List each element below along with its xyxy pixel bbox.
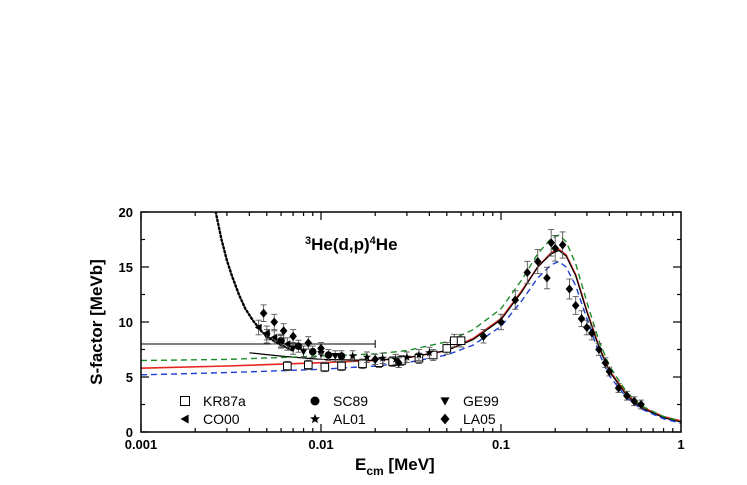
y-tick-label: 15	[119, 260, 133, 275]
point-kr87a	[303, 360, 313, 370]
point-la05	[588, 328, 596, 338]
curve-dashed-green	[141, 234, 681, 422]
plot-frame	[140, 211, 682, 433]
point-al01	[362, 352, 372, 361]
point-la05	[371, 354, 379, 364]
point-kr87a	[442, 344, 452, 353]
point-co00	[254, 323, 262, 332]
point-la05	[289, 331, 297, 341]
point-la05	[270, 317, 279, 327]
point-la05	[547, 238, 555, 248]
point-la05	[497, 317, 505, 327]
x-axis-title-sub: cm	[366, 464, 383, 478]
point-la05	[317, 343, 325, 353]
curve-dotted-black	[214, 212, 295, 352]
annotation-sup-3: 3	[305, 235, 311, 247]
point-sc89	[294, 342, 303, 351]
point-la05	[571, 300, 580, 311]
point-co00	[283, 340, 291, 348]
legend-label-la05: LA05	[463, 411, 496, 427]
y-tick-label: 10	[119, 315, 133, 330]
point-la05	[279, 326, 288, 336]
legend-marker-la05	[440, 413, 450, 425]
point-co00	[277, 336, 285, 345]
y-tick-label: 5	[126, 370, 133, 385]
y-axis-title: S-factor [MeVb]	[87, 259, 106, 385]
x-tick-label: 0.1	[492, 437, 510, 452]
model-curves	[141, 212, 681, 424]
x-tick-label: 0.01	[308, 437, 333, 452]
point-ge99	[289, 345, 297, 353]
x-axis-title-unit: [MeV]	[384, 455, 435, 474]
legend: KR87a SC89 GE99 CO00 AL01 LA05	[180, 393, 499, 427]
point-la05	[583, 322, 591, 333]
legend-label-sc89: SC89	[333, 393, 368, 409]
point-la05	[523, 267, 532, 278]
point-ge99	[299, 348, 308, 356]
point-la05	[577, 314, 586, 324]
legend-label-kr87a: KR87a	[203, 393, 246, 409]
y-tick-label: 20	[119, 205, 133, 220]
point-la05	[394, 358, 403, 368]
point-la05	[614, 383, 623, 393]
point-sc89	[324, 351, 333, 359]
point-la05	[511, 295, 520, 305]
legend-marker-co00	[180, 414, 189, 424]
point-sc89	[337, 352, 346, 360]
point-kr87a	[283, 361, 292, 371]
point-al01	[402, 352, 411, 361]
point-kr87a	[358, 359, 367, 369]
point-sc89	[308, 347, 317, 356]
point-co00	[263, 329, 270, 337]
legend-label-al01: AL01	[333, 411, 366, 427]
curve-dashed-blue	[141, 260, 681, 424]
point-la05	[543, 273, 551, 283]
x-axis-title-main: E	[355, 455, 366, 474]
point-la05	[623, 391, 631, 401]
legend-marker-kr87a	[180, 396, 190, 406]
legend-label-ge99: GE99	[463, 393, 499, 409]
legend-marker-ge99	[440, 397, 450, 406]
point-al01	[425, 348, 434, 357]
point-al01	[414, 350, 424, 359]
point-co00	[270, 333, 278, 342]
x-tick-label: 0.001	[125, 437, 158, 452]
annotation-sup-4: 4	[370, 235, 377, 247]
point-al01	[391, 355, 400, 363]
point-la05	[637, 399, 645, 410]
point-kr87a	[320, 362, 330, 372]
point-la05	[533, 256, 542, 267]
x-axis-title: Ecm [MeV]	[355, 455, 435, 478]
legend-label-co00: CO00	[203, 411, 240, 427]
point-la05	[605, 366, 614, 377]
data-points	[141, 229, 645, 410]
point-kr87a	[337, 361, 346, 371]
point-la05	[479, 331, 488, 341]
point-la05	[259, 308, 268, 318]
point-la05	[558, 240, 567, 250]
point-ge99	[331, 353, 340, 360]
annotation-main-1: He(d,p)	[311, 235, 370, 254]
point-al01	[378, 353, 387, 362]
legend-marker-al01	[310, 413, 320, 424]
point-kr87a	[456, 336, 466, 345]
point-la05	[630, 396, 639, 406]
legend-marker-sc89	[310, 396, 320, 406]
point-la05	[601, 358, 610, 368]
point-la05	[595, 344, 603, 355]
point-la05	[551, 243, 559, 253]
y-tick-label: 0	[126, 425, 133, 440]
point-la05	[304, 338, 313, 348]
annotation-main-2: He	[376, 235, 398, 254]
point-al01	[348, 351, 357, 360]
point-la05	[565, 284, 574, 294]
reaction-annotation: 3He(d,p)4He	[305, 235, 398, 254]
x-tick-label: 1	[677, 437, 684, 452]
